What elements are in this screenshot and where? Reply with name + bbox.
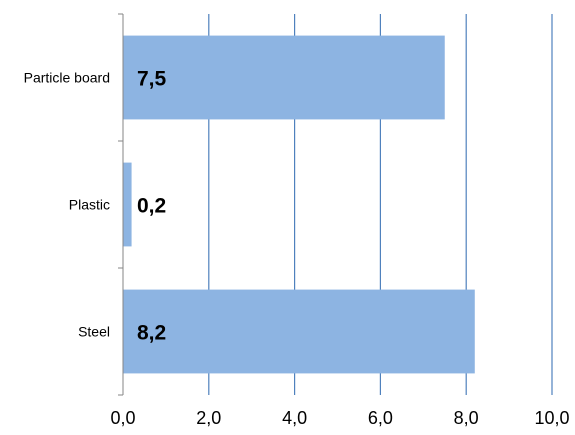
x-tick-label-3: 6,0 [368,408,393,428]
x-tick-label-0: 0,0 [110,408,135,428]
axes [118,13,124,396]
bar-0 [123,35,445,120]
category-label-2: Steel [78,324,110,340]
x-tick-label-4: 8,0 [454,408,479,428]
category-label-1: Plastic [69,197,110,213]
data-label-0: 7,5 [137,68,167,91]
category-label-0: Particle board [24,70,110,86]
x-tick-label-5: 10,0 [534,408,569,428]
x-tick-label-2: 4,0 [282,408,307,428]
bars [123,35,475,374]
data-label-1: 0,2 [137,195,166,218]
bar-1 [123,162,132,247]
data-label-2: 8,2 [137,322,166,345]
bar-2 [123,289,475,374]
x-tick-label-1: 2,0 [196,408,221,428]
labels: 7,5 Particle board 0,2 Plastic 8,2 Steel 0,0 2,… [24,68,570,429]
